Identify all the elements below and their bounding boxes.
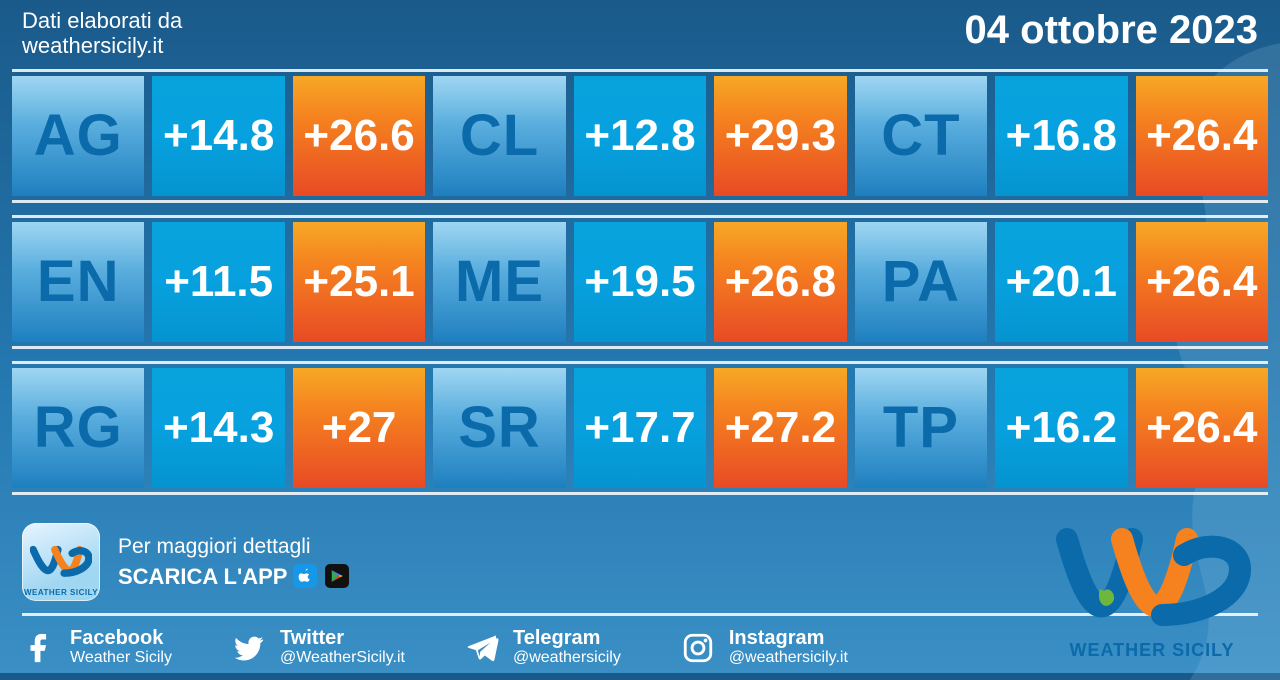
temp-low: +14.3: [152, 368, 284, 488]
province-block: TP +16.2 +26.4: [855, 368, 1268, 488]
temp-low: +12.8: [574, 76, 706, 196]
social-instagram: Instagram @weathersicily.it: [681, 628, 848, 667]
province-code: CL: [433, 76, 565, 196]
social-name: Twitter: [280, 628, 405, 649]
temp-high: +26.4: [1136, 222, 1268, 342]
social-name: Telegram: [513, 628, 621, 649]
province-block: SR +17.7 +27.2: [433, 368, 846, 488]
app-cta-text: Per maggiori dettagli SCARICA L'APP: [118, 535, 349, 589]
social-twitter: Twitter @WeatherSicily.it: [232, 628, 405, 667]
elaborated-by-label: Dati elaborati da: [22, 8, 182, 33]
grid-row: RG +14.3 +27 SR +17.7 +27.2 TP +16.2 +26…: [12, 361, 1268, 495]
temp-high: +25.1: [293, 222, 425, 342]
temp-low: +16.8: [995, 76, 1127, 196]
province-block: ME +19.5 +26.8: [433, 222, 846, 342]
province-code: TP: [855, 368, 987, 488]
temp-low: +14.8: [152, 76, 284, 196]
social-name: Instagram: [729, 628, 848, 649]
temp-high: +29.3: [714, 76, 846, 196]
social-facebook: Facebook Weather Sicily: [22, 628, 172, 667]
province-block: EN +11.5 +25.1: [12, 222, 425, 342]
ws-app-icon-caption: WEATHER SICILY: [24, 588, 98, 597]
playstore-icon: [325, 564, 349, 588]
temp-high: +26.8: [714, 222, 846, 342]
province-code: SR: [433, 368, 565, 488]
ws-app-icon: WEATHER SICILY: [22, 523, 100, 601]
province-block: CL +12.8 +29.3: [433, 76, 846, 196]
twitter-icon: [232, 631, 266, 665]
temp-low: +17.7: [574, 368, 706, 488]
province-block: CT +16.8 +26.4: [855, 76, 1268, 196]
telegram-icon: [465, 631, 499, 665]
province-block: PA +20.1 +26.4: [855, 222, 1268, 342]
province-code: EN: [12, 222, 144, 342]
temp-low: +11.5: [152, 222, 284, 342]
social-name: Facebook: [70, 628, 172, 649]
app-more-label: Per maggiori dettagli: [118, 535, 349, 558]
temp-low: +16.2: [995, 368, 1127, 488]
header-date: 04 ottobre 2023: [965, 8, 1258, 53]
province-code: CT: [855, 76, 987, 196]
grid-row: EN +11.5 +25.1 ME +19.5 +26.8 PA +20.1 +…: [12, 215, 1268, 349]
temp-high: +26.4: [1136, 368, 1268, 488]
social-handle: Weather Sicily: [70, 649, 172, 667]
temp-high: +27.2: [714, 368, 846, 488]
header: Dati elaborati da weathersicily.it 04 ot…: [0, 0, 1280, 63]
social-handle: @weathersicily.it: [729, 649, 848, 667]
footer: WEATHER SICILY Per maggiori dettagli SCA…: [0, 523, 1280, 673]
header-left: Dati elaborati da weathersicily.it: [22, 8, 182, 59]
province-code: RG: [12, 368, 144, 488]
temperature-grid: AG +14.8 +26.6 CL +12.8 +29.3 CT +16.8 +…: [12, 69, 1268, 495]
source-label: weathersicily.it: [22, 33, 163, 58]
temp-high: +26.6: [293, 76, 425, 196]
app-cta: WEATHER SICILY Per maggiori dettagli SCA…: [22, 523, 1258, 601]
temp-high: +26.4: [1136, 76, 1268, 196]
province-code: AG: [12, 76, 144, 196]
social-handle: @WeatherSicily.it: [280, 649, 405, 667]
app-download-label: SCARICA L'APP: [118, 564, 287, 589]
facebook-icon: [22, 631, 56, 665]
temp-low: +20.1: [995, 222, 1127, 342]
province-block: AG +14.8 +26.6: [12, 76, 425, 196]
province-code: PA: [855, 222, 987, 342]
province-block: RG +14.3 +27: [12, 368, 425, 488]
social-handle: @weathersicily: [513, 649, 621, 667]
grid-row: AG +14.8 +26.6 CL +12.8 +29.3 CT +16.8 +…: [12, 69, 1268, 203]
temp-low: +19.5: [574, 222, 706, 342]
appstore-icon: [293, 564, 317, 588]
store-icons: [293, 564, 349, 588]
province-code: ME: [433, 222, 565, 342]
social-row: Facebook Weather Sicily Twitter @Weather…: [22, 613, 1258, 667]
temp-high: +27: [293, 368, 425, 488]
instagram-icon: [681, 631, 715, 665]
social-telegram: Telegram @weathersicily: [465, 628, 621, 667]
